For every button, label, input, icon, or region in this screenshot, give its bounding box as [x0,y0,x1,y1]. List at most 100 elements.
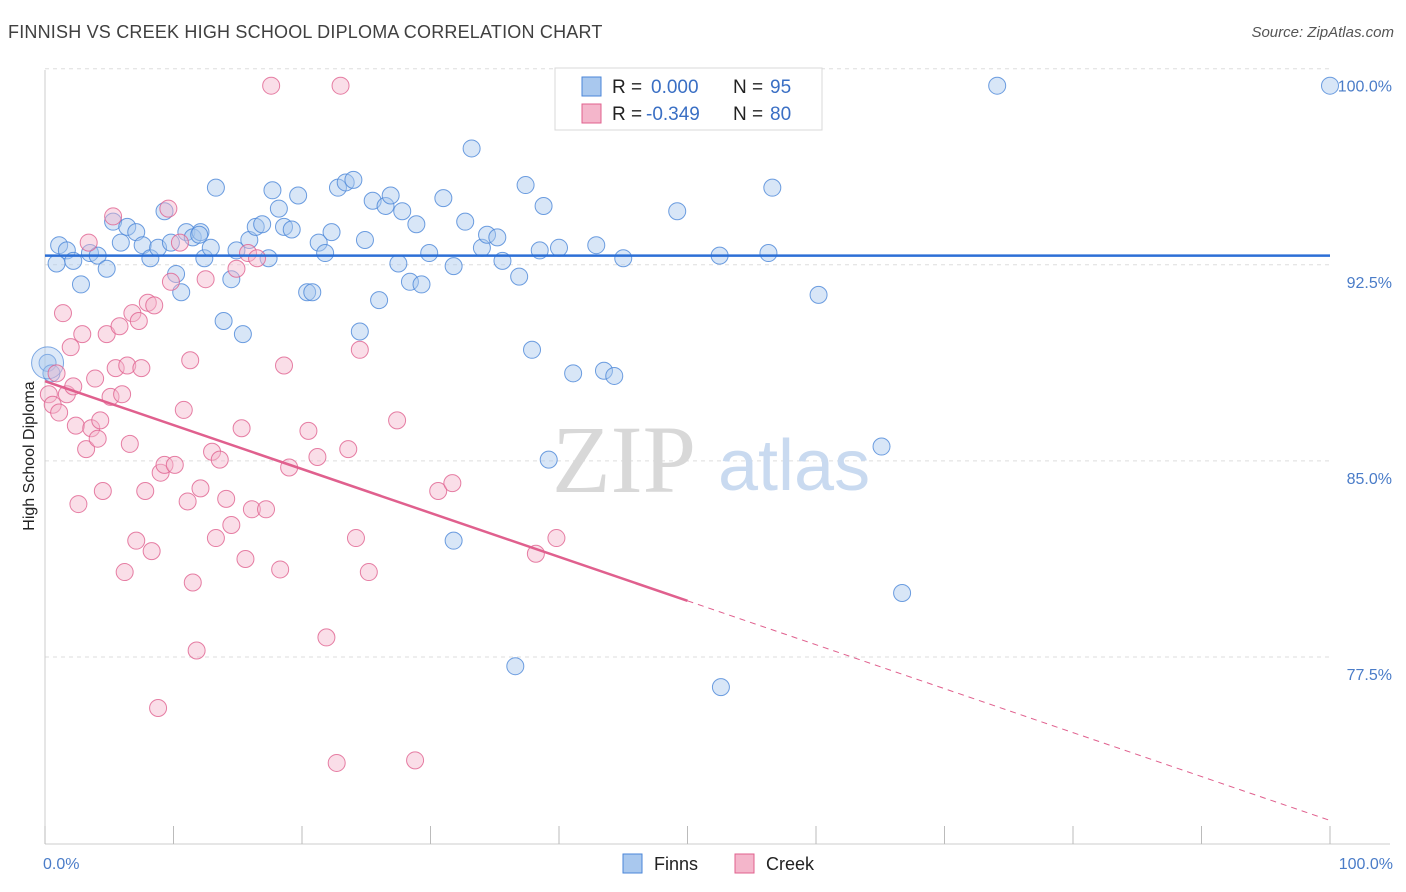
creek-point-30 [132,359,151,378]
legend-swatch-finns [581,76,602,97]
legend-swatch-creek [581,103,602,124]
finns-point-58 [434,189,453,208]
finns-point-29 [240,230,259,249]
creek-point-10 [73,325,92,344]
y-tick-label-0: 100.0% [1338,79,1392,96]
creek-point-40 [165,455,184,474]
creek-point-44 [181,351,200,370]
finns-point-52 [389,254,408,273]
legend-n-value-creek: 80 [770,104,791,125]
y-tick-label-1: 92.5% [1347,275,1392,292]
creek-point-64 [299,421,318,440]
legend-r-label-finns: R = [612,77,642,98]
creek-point-33 [142,542,161,561]
y-axis-label: High School Diploma [21,381,38,531]
finns-point-57 [420,244,439,263]
watermark-atlas: atlas [718,426,870,506]
creek-point-42 [174,400,193,419]
creek-point-52 [217,489,236,508]
finns-point-77 [614,249,633,268]
legend-n-value-finns: 95 [770,77,791,98]
finns-point-8 [104,212,123,231]
finns-point-78 [668,202,687,221]
finns-point-89 [38,353,57,372]
finns-point-13 [141,249,160,268]
legend-r-label-creek: R = [612,104,642,125]
creek-point-15 [88,429,107,448]
finns-point-54 [400,272,419,291]
finns-point-40 [309,233,328,252]
creek-point-20 [104,207,123,226]
creek-point-72 [350,340,369,359]
y-tick-label-2: 85.0% [1347,471,1392,488]
x-tick-label-1: 100.0% [1339,856,1393,873]
finns-point-10 [118,217,137,236]
creek-point-29 [129,312,148,331]
finns-point-42 [322,223,341,242]
creek-point-53 [222,515,241,534]
finns-point-91 [506,657,525,676]
creek-point-61 [271,560,290,579]
finns-point-56 [412,275,431,294]
creek-point-4 [53,304,72,323]
watermark: ZIP atlas [552,406,870,513]
axes [44,70,1390,845]
finns-point-70 [534,196,553,215]
bottom-legend-swatch-creek [734,853,755,874]
creek-point-3 [50,403,69,422]
x-tick-label-0: 0.0% [43,856,79,873]
creek-point-17 [93,481,112,500]
creek-point-79 [547,529,566,548]
bottom-legend-label-creek: Creek [766,854,815,874]
legend-n-label-finns: N = [733,77,763,98]
finns-point-83 [872,437,891,456]
finns-point-82 [809,285,828,304]
bottom-legend: Finns Creek [622,853,815,874]
finns-point-74 [587,236,606,255]
creek-point-24 [115,563,134,582]
finns-point-61 [462,139,481,158]
legend-r-value-creek: -0.349 [646,104,700,125]
creek-point-47 [191,479,210,498]
finns-point-73 [564,364,583,383]
creek-point-12 [79,233,98,252]
finns-point-66 [510,267,529,286]
creek-point-8 [66,416,85,435]
creek-point-65 [308,448,327,466]
creek-point-34 [145,296,164,315]
creek-point-69 [262,76,281,95]
finns-point-38 [298,283,317,302]
top-legend: R = 0.000 N = 95 R = -0.349 N = 80 [554,67,823,131]
finns-point-93 [711,678,730,697]
creek-point-2 [47,364,66,383]
y-tick-labels: 100.0% 92.5% 85.0% 77.5% [1338,79,1392,684]
finns-point-64 [488,228,507,247]
finns-point-72 [550,238,568,257]
creek-point-55 [232,419,251,438]
creek-trend-line [44,379,688,603]
creek-point-39 [161,272,180,291]
finns-point-23 [201,238,220,257]
finns-large-point [31,346,65,380]
finns-point-24 [206,178,225,197]
finns-point-46 [350,322,369,341]
finns-point-34 [269,199,288,218]
creek-point-46 [187,641,206,660]
finns-point-92 [444,531,463,550]
finns-point-9 [111,233,130,252]
chart-title: FINNISH VS CREEK HIGH SCHOOL DIPLOMA COR… [8,22,603,42]
creek-point-23 [113,385,132,404]
creek-point-59 [248,249,267,268]
creek-point-54 [227,259,246,278]
creek-point-25 [118,356,137,375]
creek-point-66 [317,628,336,647]
finns-point-60 [456,212,475,231]
finns-point-88 [1321,76,1339,95]
finns-point-45 [344,170,363,189]
finns-point-11 [127,223,146,242]
creek-point-49 [203,442,222,461]
creek-trend-line-extension [687,600,1331,821]
finns-point-41 [316,244,335,263]
finns-point-68 [523,340,542,359]
